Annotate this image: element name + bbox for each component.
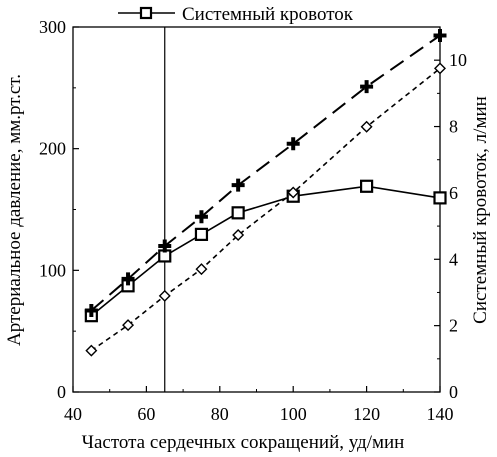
- data-point-diamond: [195, 263, 208, 276]
- y-axis-right-label: Системный кровоток, л/мин: [470, 96, 491, 324]
- y-right-tick-label: 4: [449, 249, 458, 269]
- x-tick-label: 120: [353, 404, 380, 424]
- data-point-plus: [433, 29, 447, 43]
- data-point-diamond: [122, 319, 135, 332]
- y-axis-left-label: Артериальное давление, мм.рт.ст.: [4, 74, 25, 346]
- data-point-diamond: [434, 62, 446, 75]
- legend: Системный кровоток: [118, 4, 354, 25]
- x-tick-label: 60: [137, 404, 155, 424]
- series-line-diamond: [90, 67, 441, 352]
- y-right-tick-label: 6: [449, 183, 458, 203]
- data-point-square: [433, 191, 447, 205]
- legend-label-system-flow: Системный кровоток: [182, 4, 354, 25]
- x-tick-label: 140: [427, 404, 454, 424]
- y-right-tick-label: 2: [449, 316, 458, 336]
- data-point-plus: [286, 137, 300, 151]
- data-point-diamond: [232, 229, 245, 242]
- y-left-tick-label: 100: [39, 260, 66, 280]
- data-point-square: [360, 179, 374, 193]
- x-tick-label: 80: [211, 404, 229, 424]
- y-left-tick-label: 200: [39, 139, 66, 159]
- y-right-tick-label: 0: [449, 382, 458, 402]
- data-point-plus: [84, 303, 98, 317]
- series-group: [84, 29, 447, 357]
- y-left-tick-label: 300: [39, 17, 66, 37]
- legend-marker-square: [139, 6, 153, 20]
- data-point-diamond: [360, 120, 373, 133]
- data-point-diamond: [85, 344, 98, 357]
- x-axis-label: Частота сердечных сокращений, уд/мин: [82, 432, 405, 453]
- data-point-plus: [158, 239, 172, 253]
- y-right-tick-label: 8: [449, 117, 458, 137]
- series-line-plus: [90, 34, 441, 312]
- y-left-tick-label: 0: [57, 382, 66, 402]
- data-point-square: [231, 206, 245, 220]
- data-point-plus: [121, 272, 135, 286]
- data-point-square: [194, 227, 209, 241]
- data-point-plus: [360, 80, 374, 94]
- x-tick-label: 40: [64, 404, 82, 424]
- data-point-plus: [194, 210, 208, 224]
- y-right-tick-label: 10: [449, 50, 467, 70]
- data-point-plus: [231, 178, 245, 192]
- data-point-diamond: [158, 289, 171, 302]
- data-point-diamond: [287, 186, 300, 199]
- x-tick-label: 100: [280, 404, 307, 424]
